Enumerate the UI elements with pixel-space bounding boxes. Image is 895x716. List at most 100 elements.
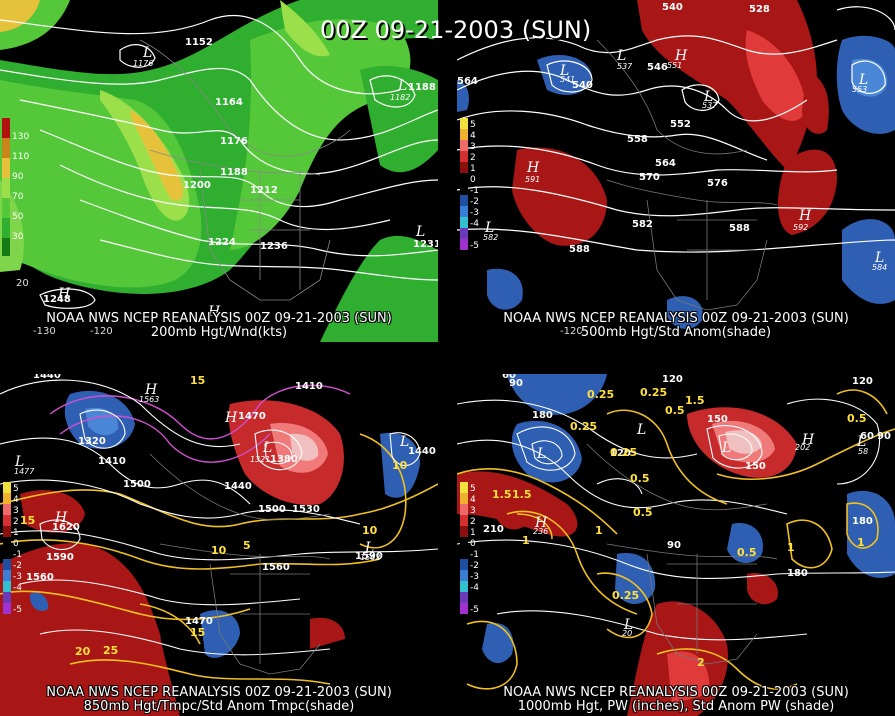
high-marker: H	[57, 286, 71, 302]
contour-label: 1410	[295, 381, 323, 392]
contour-label: 1321	[250, 455, 270, 464]
legend-label: -2	[470, 561, 479, 571]
legend-label: 2	[470, 517, 476, 527]
contour-value-labels: 540 528 564 540 546 552 558 564 570 576 …	[457, 2, 887, 272]
contour-label: 584	[872, 263, 887, 272]
legend-label: -5	[470, 605, 479, 615]
contour-label: 1182	[390, 93, 410, 102]
contour-label: 1563	[139, 395, 159, 404]
map-borders	[149, 453, 331, 675]
temp-contours-warm	[0, 433, 438, 685]
contour-label: 528	[749, 4, 770, 15]
pw-labels: 1.5 1 0.25 0.25 0.5 0.25 0.5 1 1.5 0.5 0…	[492, 386, 867, 669]
high-marker: H	[54, 510, 68, 526]
pw-label: 0.5	[665, 404, 685, 417]
contour-label: 582	[483, 233, 498, 242]
contour-label: 1164	[215, 97, 243, 108]
pw-label: 2	[697, 656, 705, 669]
positive-anomaly	[512, 147, 607, 246]
low-marker: L	[484, 220, 494, 236]
positive-anomaly	[457, 471, 578, 537]
legend-label: 4	[470, 495, 476, 505]
contour-label: 1152	[185, 37, 213, 48]
contour-label: 1188	[408, 82, 436, 93]
contour-label: 537	[702, 101, 718, 110]
contour-label: 58	[858, 447, 868, 456]
high-marker: H	[674, 48, 688, 64]
contour-label: 1176	[133, 59, 153, 68]
map-borders	[139, 39, 351, 301]
contour-label: 588	[569, 244, 590, 255]
panel-200mb-map: 1152 1164 1176 1188 1200 1212 1224 1236 …	[0, 0, 438, 342]
panel-1000mb-map: 60 90 120 150 180 210 90 120 180 150 180…	[457, 374, 895, 716]
temp-label: 15	[190, 626, 205, 639]
legend-label: 90	[12, 172, 24, 182]
contour-label: 150	[707, 414, 728, 425]
panel-source-caption: NOAA NWS NCEP REANALYSIS 00Z 09-21-2003 …	[503, 685, 849, 700]
legend-label: -4	[470, 219, 479, 229]
legend-label: -1	[470, 550, 479, 560]
temp-label: 10	[362, 524, 378, 537]
high-marker: H	[798, 208, 812, 224]
legend-label: 5	[470, 484, 476, 494]
legend-label: -2	[470, 197, 479, 207]
contour-label: 1477	[14, 467, 35, 476]
contour-label: 537	[617, 62, 633, 71]
pw-label: 1.5	[492, 488, 512, 501]
contour-label: 541	[560, 75, 575, 84]
lon-label: -120	[90, 326, 113, 337]
legend-label: -4	[470, 583, 479, 593]
legend-label: 50	[12, 212, 24, 222]
contour-label: 591	[525, 175, 540, 184]
legend-label: -5	[470, 241, 479, 251]
panel-500mb-height-anomaly: 540 528 564 540 546 552 558 564 570 576 …	[457, 0, 895, 342]
low-marker: L	[559, 63, 569, 79]
pw-label: 1	[595, 524, 603, 537]
pw-label: 0.5	[847, 412, 867, 425]
contour-label: 1440	[224, 481, 252, 492]
contour-label: 180	[532, 410, 553, 421]
pw-label: 1	[522, 534, 530, 547]
panel-source-caption: NOAA NWS NCEP REANALYSIS 00Z 09-21-2003 …	[46, 685, 392, 700]
panel-500mb-map: 540 528 564 540 546 552 558 564 570 576 …	[457, 0, 895, 342]
legend-label: 3	[13, 506, 19, 516]
legend-label: -2	[13, 561, 22, 571]
contour-label: 1380	[270, 454, 298, 465]
contour-label: 588	[729, 223, 750, 234]
pw-label: 0.25	[610, 446, 637, 459]
low-marker: L	[721, 440, 731, 456]
low-marker: L	[364, 540, 374, 556]
contour-label: 1560	[26, 572, 54, 583]
contour-label: 582	[632, 219, 653, 230]
wind-legend: 130 110 90 70 50 30	[2, 118, 29, 256]
contour-label: 1440	[33, 374, 61, 381]
contour-label: 60	[502, 374, 516, 381]
temp-label: 20	[75, 645, 91, 658]
temp-label: 15	[20, 514, 35, 527]
legend-label: 130	[12, 132, 29, 142]
contour-label: 1188	[220, 167, 248, 178]
pw-label: 1	[857, 536, 865, 549]
contour-label: 564	[655, 158, 676, 169]
contour-label: 1530	[292, 504, 320, 515]
legend-label: 1	[470, 164, 476, 174]
legend-label: 3	[470, 506, 476, 516]
pw-label: 0.25	[587, 388, 614, 401]
contour-label: 1470	[238, 411, 266, 422]
map-borders	[586, 443, 778, 665]
legend-label: 3	[470, 142, 476, 152]
high-marker: H	[144, 382, 158, 398]
contour-label: 1470	[185, 616, 213, 627]
positive-anomaly	[0, 543, 180, 716]
temp-label: 10	[211, 544, 227, 557]
pw-label: 0.25	[612, 589, 639, 602]
legend-label: -1	[470, 186, 479, 196]
contour-label: 60	[860, 431, 874, 442]
pw-label: 0.5	[737, 546, 757, 559]
temp-label: 10	[392, 459, 408, 472]
legend-label: 4	[470, 131, 476, 141]
panel-850mb-height-temp: 1440 1530 1350 1410 1470 1320 1380 1500 …	[0, 374, 438, 716]
contour-label: 1236	[260, 241, 288, 252]
low-marker: L	[142, 45, 152, 61]
legend-label: 5	[470, 120, 476, 130]
